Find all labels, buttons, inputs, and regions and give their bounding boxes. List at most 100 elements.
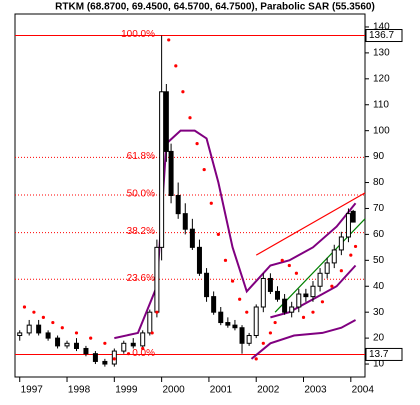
sar-dot bbox=[51, 320, 55, 325]
candle-body bbox=[324, 262, 330, 274]
y-tick-label: 60 bbox=[373, 229, 385, 240]
sar-dot bbox=[202, 167, 206, 172]
candle-body bbox=[163, 91, 169, 152]
fib-label: 100.0% bbox=[121, 29, 155, 40]
sar-dot bbox=[150, 331, 154, 335]
sar-dot bbox=[311, 310, 315, 314]
y-tick-label: 10 bbox=[373, 359, 385, 370]
candle-body bbox=[182, 213, 188, 230]
candle-body bbox=[45, 332, 51, 339]
sar-dot bbox=[216, 232, 220, 236]
candle-body bbox=[267, 277, 273, 292]
candle-body bbox=[303, 293, 309, 298]
sar-dot bbox=[41, 315, 45, 319]
sar-dot bbox=[32, 310, 36, 314]
sar-dot bbox=[167, 38, 171, 42]
y-tick-label: 20 bbox=[373, 333, 385, 344]
candle-body bbox=[92, 353, 98, 362]
sar-dot bbox=[223, 258, 228, 262]
candle-body bbox=[55, 337, 61, 347]
sar-dot bbox=[155, 310, 159, 314]
sar-dot bbox=[126, 352, 131, 356]
sar-dot bbox=[301, 315, 306, 319]
x-tick-label: 2003 bbox=[304, 385, 327, 396]
price-box-label: 136.7 bbox=[369, 30, 394, 41]
fib-label: 50.0% bbox=[127, 189, 155, 200]
candle-body bbox=[331, 249, 337, 264]
sar-dot bbox=[209, 201, 213, 205]
candle-body bbox=[64, 342, 70, 347]
sar-dot bbox=[245, 310, 249, 314]
sar-dot bbox=[294, 271, 299, 275]
y-tick-label: 80 bbox=[373, 177, 385, 188]
candle-body bbox=[211, 296, 217, 313]
x-tick-label: 2004 bbox=[352, 385, 375, 396]
candle-body bbox=[159, 91, 165, 248]
y-tick-label: 140 bbox=[373, 22, 390, 33]
sar-dot bbox=[287, 263, 291, 268]
candle-body bbox=[121, 342, 127, 352]
y-tick-label: 50 bbox=[373, 255, 385, 266]
sar-dot bbox=[22, 305, 27, 309]
candle-body bbox=[26, 324, 32, 334]
candle-body bbox=[175, 195, 181, 215]
sar-dot bbox=[230, 279, 235, 283]
candle-body bbox=[140, 332, 146, 347]
candle-body bbox=[345, 213, 351, 238]
candle-body bbox=[189, 228, 195, 248]
sar-dot bbox=[320, 300, 325, 304]
candle-body bbox=[282, 298, 288, 313]
candle-body bbox=[225, 322, 231, 326]
candle-body bbox=[338, 236, 344, 251]
candle-body bbox=[83, 347, 89, 355]
candle-body bbox=[102, 360, 108, 365]
sar-dot bbox=[60, 326, 64, 330]
sar-dot bbox=[188, 116, 192, 120]
candle-body bbox=[296, 293, 302, 308]
candle-body bbox=[260, 277, 266, 308]
fib-label: 38.2% bbox=[127, 226, 155, 237]
sar-dot bbox=[280, 258, 284, 262]
x-tick-label: 1998 bbox=[68, 385, 91, 396]
trend-line bbox=[255, 192, 366, 256]
sar-dot bbox=[103, 341, 107, 345]
sar-dot bbox=[112, 357, 116, 361]
sar-dot bbox=[74, 331, 79, 335]
y-tick-label: 70 bbox=[373, 203, 385, 214]
candle-body bbox=[253, 306, 259, 337]
candle-body bbox=[239, 327, 245, 344]
candle-body bbox=[204, 272, 210, 298]
y-tick-label: 110 bbox=[373, 99, 389, 110]
sar-dot bbox=[330, 284, 334, 288]
sar-dot bbox=[181, 90, 185, 94]
candle-body bbox=[196, 246, 202, 274]
fib-label: 23.6% bbox=[127, 273, 155, 284]
price-box bbox=[365, 29, 403, 43]
y-tick-label: 90 bbox=[373, 151, 385, 162]
sar-dot bbox=[349, 253, 353, 257]
x-tick-label: 1997 bbox=[21, 385, 44, 396]
sar-dot bbox=[141, 346, 145, 351]
band-line bbox=[250, 319, 357, 360]
candle-body bbox=[147, 311, 153, 334]
sar-dot bbox=[261, 341, 265, 345]
sar-dot bbox=[339, 269, 343, 273]
plot-frame bbox=[14, 13, 366, 378]
x-tick-label: 2002 bbox=[257, 385, 280, 396]
x-tick-label: 2001 bbox=[210, 385, 233, 396]
candle-body bbox=[168, 150, 174, 197]
candle-body bbox=[310, 285, 316, 298]
sar-dot bbox=[268, 331, 273, 335]
candle-body bbox=[289, 306, 295, 313]
candle-body bbox=[317, 272, 323, 287]
candle-body bbox=[17, 332, 23, 337]
sar-dot bbox=[89, 336, 93, 340]
candle-body bbox=[154, 246, 160, 313]
candle-body bbox=[130, 342, 136, 347]
candle-body bbox=[218, 311, 224, 324]
sar-dot bbox=[238, 297, 242, 301]
x-tick-label: 2000 bbox=[162, 385, 185, 396]
y-tick-label: 120 bbox=[373, 73, 390, 84]
sar-dot bbox=[273, 320, 277, 325]
y-tick-label: 100 bbox=[373, 125, 390, 136]
